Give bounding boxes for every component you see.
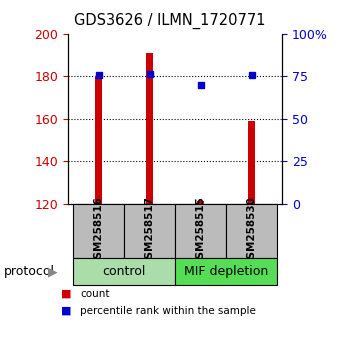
Text: GSM258530: GSM258530 [246,196,257,266]
Text: protocol: protocol [3,265,54,278]
Text: ■: ■ [61,289,72,299]
Bar [73,204,124,258]
Bar [197,201,204,204]
Bar [248,121,255,204]
Text: GSM258517: GSM258517 [144,196,155,266]
Bar [95,76,102,204]
Bar [175,204,226,258]
Bar [175,258,277,285]
Text: GSM258515: GSM258515 [195,196,206,266]
Text: count: count [80,289,109,299]
Text: ▶: ▶ [48,265,57,278]
Bar [124,204,175,258]
Text: GDS3626 / ILMN_1720771: GDS3626 / ILMN_1720771 [74,12,266,29]
Text: control: control [102,265,146,278]
Bar [73,258,175,285]
Bar [226,204,277,258]
Bar [146,53,153,204]
Text: percentile rank within the sample: percentile rank within the sample [80,306,256,316]
Text: MIF depletion: MIF depletion [184,265,268,278]
Text: GSM258516: GSM258516 [94,196,104,266]
Text: ■: ■ [61,306,72,316]
